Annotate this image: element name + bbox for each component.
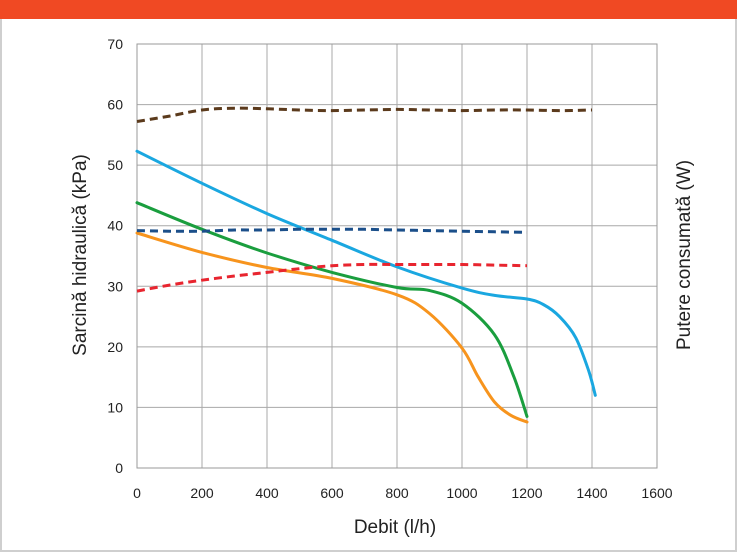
dashed-series-line: [136, 106, 593, 123]
x-tick-label: 0: [133, 485, 141, 501]
y-tick-label: 40: [107, 218, 123, 234]
y-axis-label: Sarcină hidraulică (kPa): [70, 154, 91, 356]
x-tick-label: 1600: [641, 485, 672, 501]
solid-series-line: [135, 149, 597, 397]
dashed-series-line: [136, 262, 528, 293]
y-tick-label: 10: [107, 399, 123, 415]
y-tick-label: 20: [107, 339, 123, 355]
plot-border: [136, 43, 658, 469]
x-axis-label: Debit (l/h): [354, 517, 436, 538]
tick-labels: 0 200 400 600 800 1000 1200 1400 1600 0 10 20 30 40 50…: [107, 36, 672, 501]
y-tick-label: 60: [107, 97, 123, 113]
right-axis-label: Putere consumată (W): [674, 160, 695, 350]
y-tick-label: 50: [107, 157, 123, 173]
y-tick-label: 70: [107, 36, 123, 52]
x-tick-label: 800: [385, 485, 409, 501]
dashed-series-line: [136, 227, 528, 234]
x-tick-label: 200: [190, 485, 214, 501]
x-tick-label: 1000: [446, 485, 477, 501]
solid-series-line: [135, 201, 529, 418]
chart-frame: [0, 19, 737, 552]
y-tick-label: 0: [115, 460, 123, 476]
solid-series-line: [135, 231, 529, 424]
y-tick-label: 30: [107, 278, 123, 294]
x-tick-label: 1200: [511, 485, 542, 501]
header-bar: [0, 0, 737, 19]
x-tick-label: 400: [255, 485, 279, 501]
x-tick-label: 1400: [576, 485, 607, 501]
series-group: [135, 106, 597, 424]
x-tick-label: 600: [320, 485, 344, 501]
